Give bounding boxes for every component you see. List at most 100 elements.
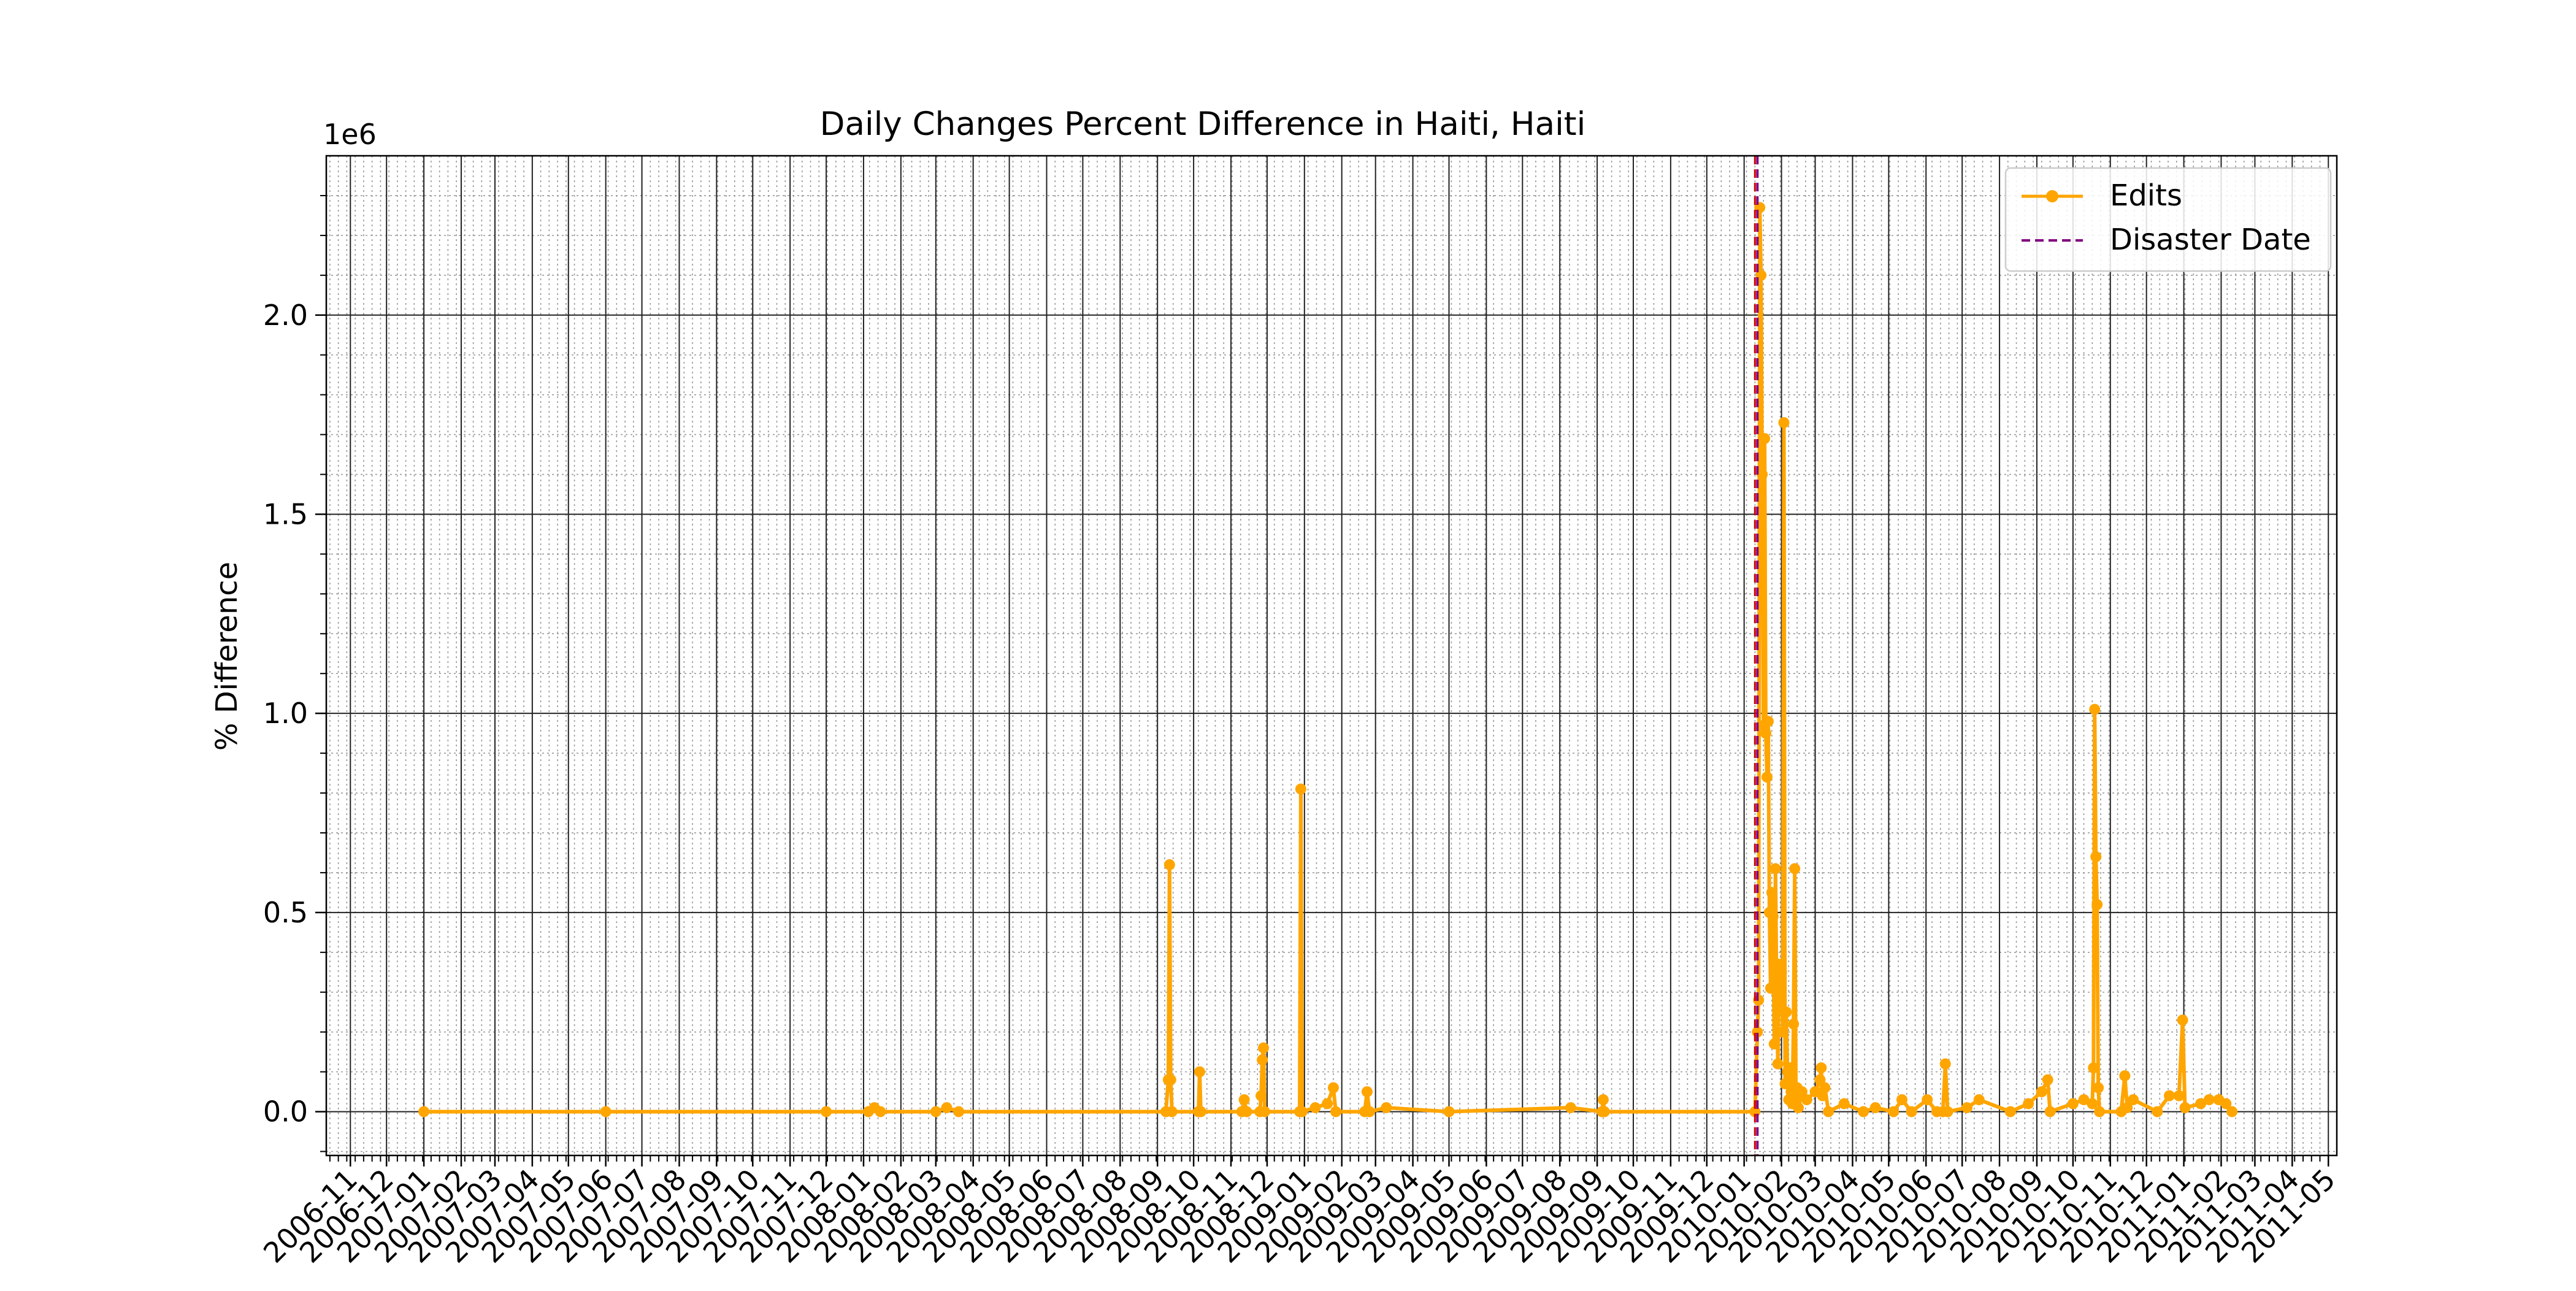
data-point (2177, 1014, 2188, 1026)
data-point (1757, 469, 1768, 480)
y-tick-label: 2.0 (263, 299, 308, 332)
data-point (2023, 1098, 2034, 1109)
data-point (1255, 1090, 1267, 1101)
disaster-line-layer (1754, 156, 1759, 1155)
data-point (875, 1106, 886, 1117)
data-point (1973, 1094, 1985, 1106)
y-tick-label: 1.5 (263, 497, 308, 531)
data-point (2119, 1070, 2131, 1082)
data-point (2093, 1082, 2104, 1094)
data-point (1163, 859, 1175, 870)
data-point (1258, 1042, 1270, 1054)
data-point (1363, 1106, 1375, 1117)
data-point (1597, 1094, 1609, 1106)
legend-edits-marker (2046, 190, 2058, 202)
data-point (1761, 772, 1773, 783)
data-point (1309, 1102, 1321, 1114)
data-point (1796, 1086, 1807, 1098)
data-point (2078, 1094, 2090, 1106)
data-point (2163, 1090, 2175, 1101)
y-offset-label: 1e6 (323, 118, 377, 151)
data-point (2089, 703, 2101, 715)
data-point (821, 1106, 832, 1117)
data-point (2004, 1106, 2016, 1117)
data-point (600, 1106, 611, 1117)
data-point (1195, 1106, 1206, 1117)
data-point (1166, 1106, 1178, 1117)
data-point (1769, 863, 1781, 875)
data-point (418, 1106, 430, 1117)
data-point (1330, 1106, 1341, 1117)
data-point (2128, 1094, 2139, 1106)
data-point (1801, 1094, 1812, 1106)
data-point (1257, 1054, 1268, 1066)
y-tick-label: 0.5 (263, 896, 308, 929)
data-point (1779, 1078, 1791, 1090)
data-point (1598, 1106, 1610, 1117)
x-axis-ticks: 2006-112006-122007-012007-022007-032007-… (257, 1155, 2342, 1270)
data-point (953, 1106, 965, 1117)
data-point (1766, 887, 1777, 898)
data-point (1896, 1094, 1907, 1106)
data-point (2036, 1086, 2047, 1098)
legend: Edits Disaster Date (2004, 167, 2332, 272)
data-point (1788, 1018, 1800, 1030)
data-point (1768, 1038, 1780, 1050)
data-point (1259, 1106, 1270, 1117)
data-point (1296, 1106, 1308, 1117)
data-point (2042, 1074, 2053, 1086)
data-point (1762, 716, 1774, 727)
data-point (2173, 1090, 2185, 1101)
data-point (2091, 898, 2103, 910)
legend-box (2004, 167, 2332, 272)
major-grid (326, 156, 2337, 1155)
data-point (2122, 1102, 2133, 1114)
data-point (1793, 1102, 1804, 1114)
data-point (1777, 1026, 1788, 1038)
data-point (1327, 1082, 1339, 1094)
data-point (1238, 1094, 1250, 1106)
data-point (1815, 1062, 1827, 1074)
y-axis-ticks: 0.0 0.5 1.0 1.5 2.0 (263, 194, 326, 1152)
data-point (1381, 1102, 1392, 1114)
chart-title: Daily Changes Percent Difference in Hait… (820, 105, 1586, 143)
data-point (1778, 417, 1790, 429)
data-point (1942, 1106, 1953, 1117)
data-point (1361, 1086, 1373, 1098)
data-point (1165, 1074, 1176, 1086)
data-point (2044, 1106, 2056, 1117)
data-point (1858, 1106, 1869, 1117)
data-point (1772, 1058, 1784, 1070)
data-point (2179, 1102, 2191, 1114)
legend-label-edits: Edits (2110, 178, 2182, 213)
data-point (1869, 1102, 1881, 1114)
data-point (2087, 1098, 2098, 1109)
data-point (1443, 1106, 1455, 1117)
data-point (2195, 1098, 2207, 1109)
y-tick-label: 1.0 (263, 697, 308, 730)
data-point (2152, 1106, 2163, 1117)
data-point (1194, 1066, 1205, 1078)
data-point (1823, 1106, 1834, 1117)
data-point (1241, 1106, 1252, 1117)
data-point (1789, 863, 1801, 875)
data-point (941, 1102, 953, 1114)
legend-label-disaster: Disaster Date (2110, 223, 2311, 257)
data-point (1939, 1058, 1951, 1070)
data-point (1961, 1102, 1973, 1114)
data-point (1760, 727, 1772, 739)
data-point (1759, 433, 1771, 445)
data-point (1814, 1074, 1826, 1086)
data-point (1819, 1082, 1831, 1094)
data-point (2090, 851, 2102, 862)
data-point (1754, 202, 1766, 213)
data-point (1565, 1102, 1576, 1114)
data-point (1906, 1106, 1917, 1117)
data-point (1767, 911, 1779, 922)
data-point (2067, 1098, 2079, 1109)
data-point (2226, 1106, 2238, 1117)
data-point (1295, 783, 1306, 795)
data-point (2088, 1062, 2099, 1074)
